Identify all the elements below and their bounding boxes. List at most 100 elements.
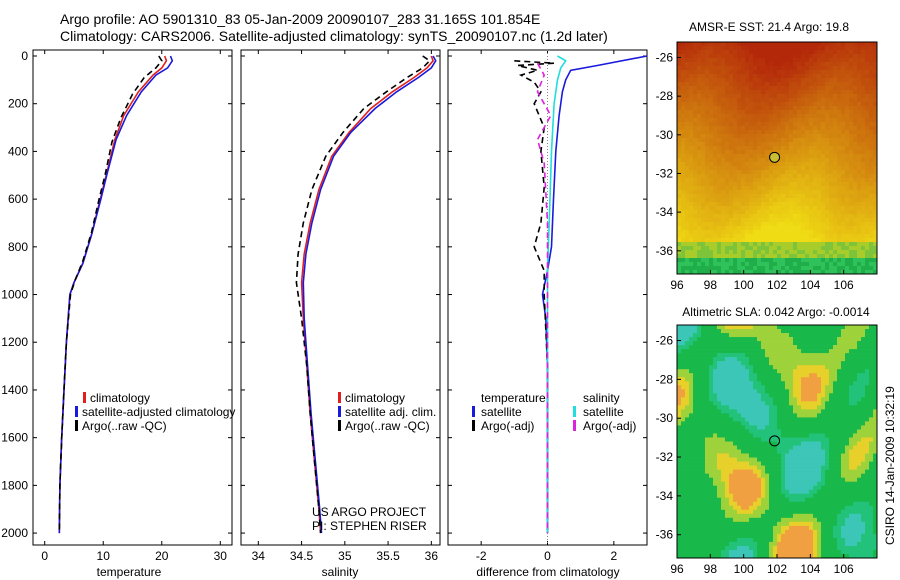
heatmap-cell	[705, 102, 710, 107]
heatmap-cell	[749, 166, 754, 171]
heatmap-cell	[805, 449, 810, 454]
heatmap-cell	[853, 465, 858, 470]
heatmap-cell	[785, 42, 790, 47]
heatmap-cell	[773, 429, 778, 434]
heatmap-cell	[713, 226, 718, 231]
heatmap-cell	[789, 437, 794, 442]
heatmap-cell	[701, 218, 706, 223]
heatmap-cell	[825, 162, 830, 167]
heatmap-cell	[773, 94, 778, 99]
heatmap-cell	[697, 66, 702, 71]
heatmap-cell	[793, 445, 798, 450]
heatmap-cell	[817, 469, 822, 474]
heatmap-cell	[789, 54, 794, 59]
heatmap-cell	[809, 154, 814, 159]
heatmap-cell	[861, 381, 866, 386]
heatmap-cell	[865, 142, 870, 147]
heatmap-cell	[713, 234, 718, 239]
heatmap-cell	[757, 421, 762, 426]
heatmap-cell	[813, 98, 818, 103]
heatmap-cell	[861, 214, 866, 219]
heatmap-cell	[837, 437, 842, 442]
heatmap-cell	[709, 142, 714, 147]
heatmap-cell	[789, 441, 794, 446]
heatmap-cell	[701, 417, 706, 422]
heatmap-cell	[697, 353, 702, 358]
heatmap-cell	[749, 150, 754, 155]
heatmap-cell	[677, 46, 682, 51]
heatmap-cell	[809, 361, 814, 366]
heatmap-cell	[729, 258, 734, 263]
heatmap-cell	[869, 190, 874, 195]
heatmap-cell	[677, 325, 682, 330]
heatmap-cell	[873, 425, 878, 430]
heatmap-cell	[733, 325, 738, 330]
heatmap-cell	[777, 186, 782, 191]
heatmap-cell	[709, 473, 714, 478]
heatmap-cell	[825, 218, 830, 223]
heatmap-cell	[697, 445, 702, 450]
heatmap-cell	[781, 78, 786, 83]
heatmap-cell	[789, 154, 794, 159]
heatmap-cell	[781, 194, 786, 199]
heatmap-cell	[697, 70, 702, 75]
heatmap-cell	[677, 110, 682, 115]
heatmap-cell	[845, 106, 850, 111]
heatmap-cell	[705, 337, 710, 342]
heatmap-cell	[861, 449, 866, 454]
heatmap-cell	[841, 226, 846, 231]
heatmap-cell	[853, 150, 858, 155]
heatmap-cell	[821, 333, 826, 338]
heatmap-cell	[753, 405, 758, 410]
heatmap-cell	[805, 90, 810, 95]
heatmap-cell	[733, 222, 738, 227]
heatmap-cell	[701, 190, 706, 195]
heatmap-cell	[801, 238, 806, 243]
heatmap-cell	[737, 94, 742, 99]
heatmap-cell	[757, 202, 762, 207]
heatmap-cell	[677, 337, 682, 342]
heatmap-cell	[737, 429, 742, 434]
heatmap-cell	[809, 198, 814, 203]
heatmap-cell	[721, 102, 726, 107]
heatmap-cell	[733, 118, 738, 123]
heatmap-cell	[785, 437, 790, 442]
heatmap-cell	[685, 130, 690, 135]
heatmap-cell	[777, 170, 782, 175]
heatmap-cell	[797, 70, 802, 75]
heatmap-cell	[841, 118, 846, 123]
heatmap-cell	[717, 186, 722, 191]
heatmap-cell	[765, 429, 770, 434]
heatmap-cell	[857, 130, 862, 135]
heatmap-cell	[681, 389, 686, 394]
heatmap-cell	[773, 122, 778, 127]
heatmap-cell	[729, 190, 734, 195]
heatmap-cell	[681, 170, 686, 175]
heatmap-cell	[833, 222, 838, 227]
heatmap-cell	[809, 218, 814, 223]
heatmap-cell	[813, 150, 818, 155]
heatmap-cell	[825, 377, 830, 382]
heatmap-cell	[721, 86, 726, 91]
heatmap-cell	[709, 397, 714, 402]
legend-swatch-climatology	[338, 392, 341, 403]
heatmap-cell	[737, 473, 742, 478]
heatmap-cell	[809, 222, 814, 227]
heatmap-cell	[721, 110, 726, 115]
heatmap-cell	[857, 465, 862, 470]
heatmap-cell	[869, 333, 874, 338]
heatmap-cell	[837, 102, 842, 107]
heatmap-cell	[785, 266, 790, 271]
heatmap-cell	[853, 405, 858, 410]
heatmap-cell	[869, 254, 874, 259]
heatmap-cell	[845, 66, 850, 71]
heatmap-cell	[809, 270, 814, 275]
heatmap-cell	[689, 150, 694, 155]
heatmap-cell	[853, 110, 858, 115]
heatmap-cell	[741, 142, 746, 147]
heatmap-cell	[741, 174, 746, 179]
heatmap-cell	[797, 421, 802, 426]
heatmap-cell	[709, 349, 714, 354]
heatmap-cell	[685, 262, 690, 267]
heatmap-cell	[761, 190, 766, 195]
